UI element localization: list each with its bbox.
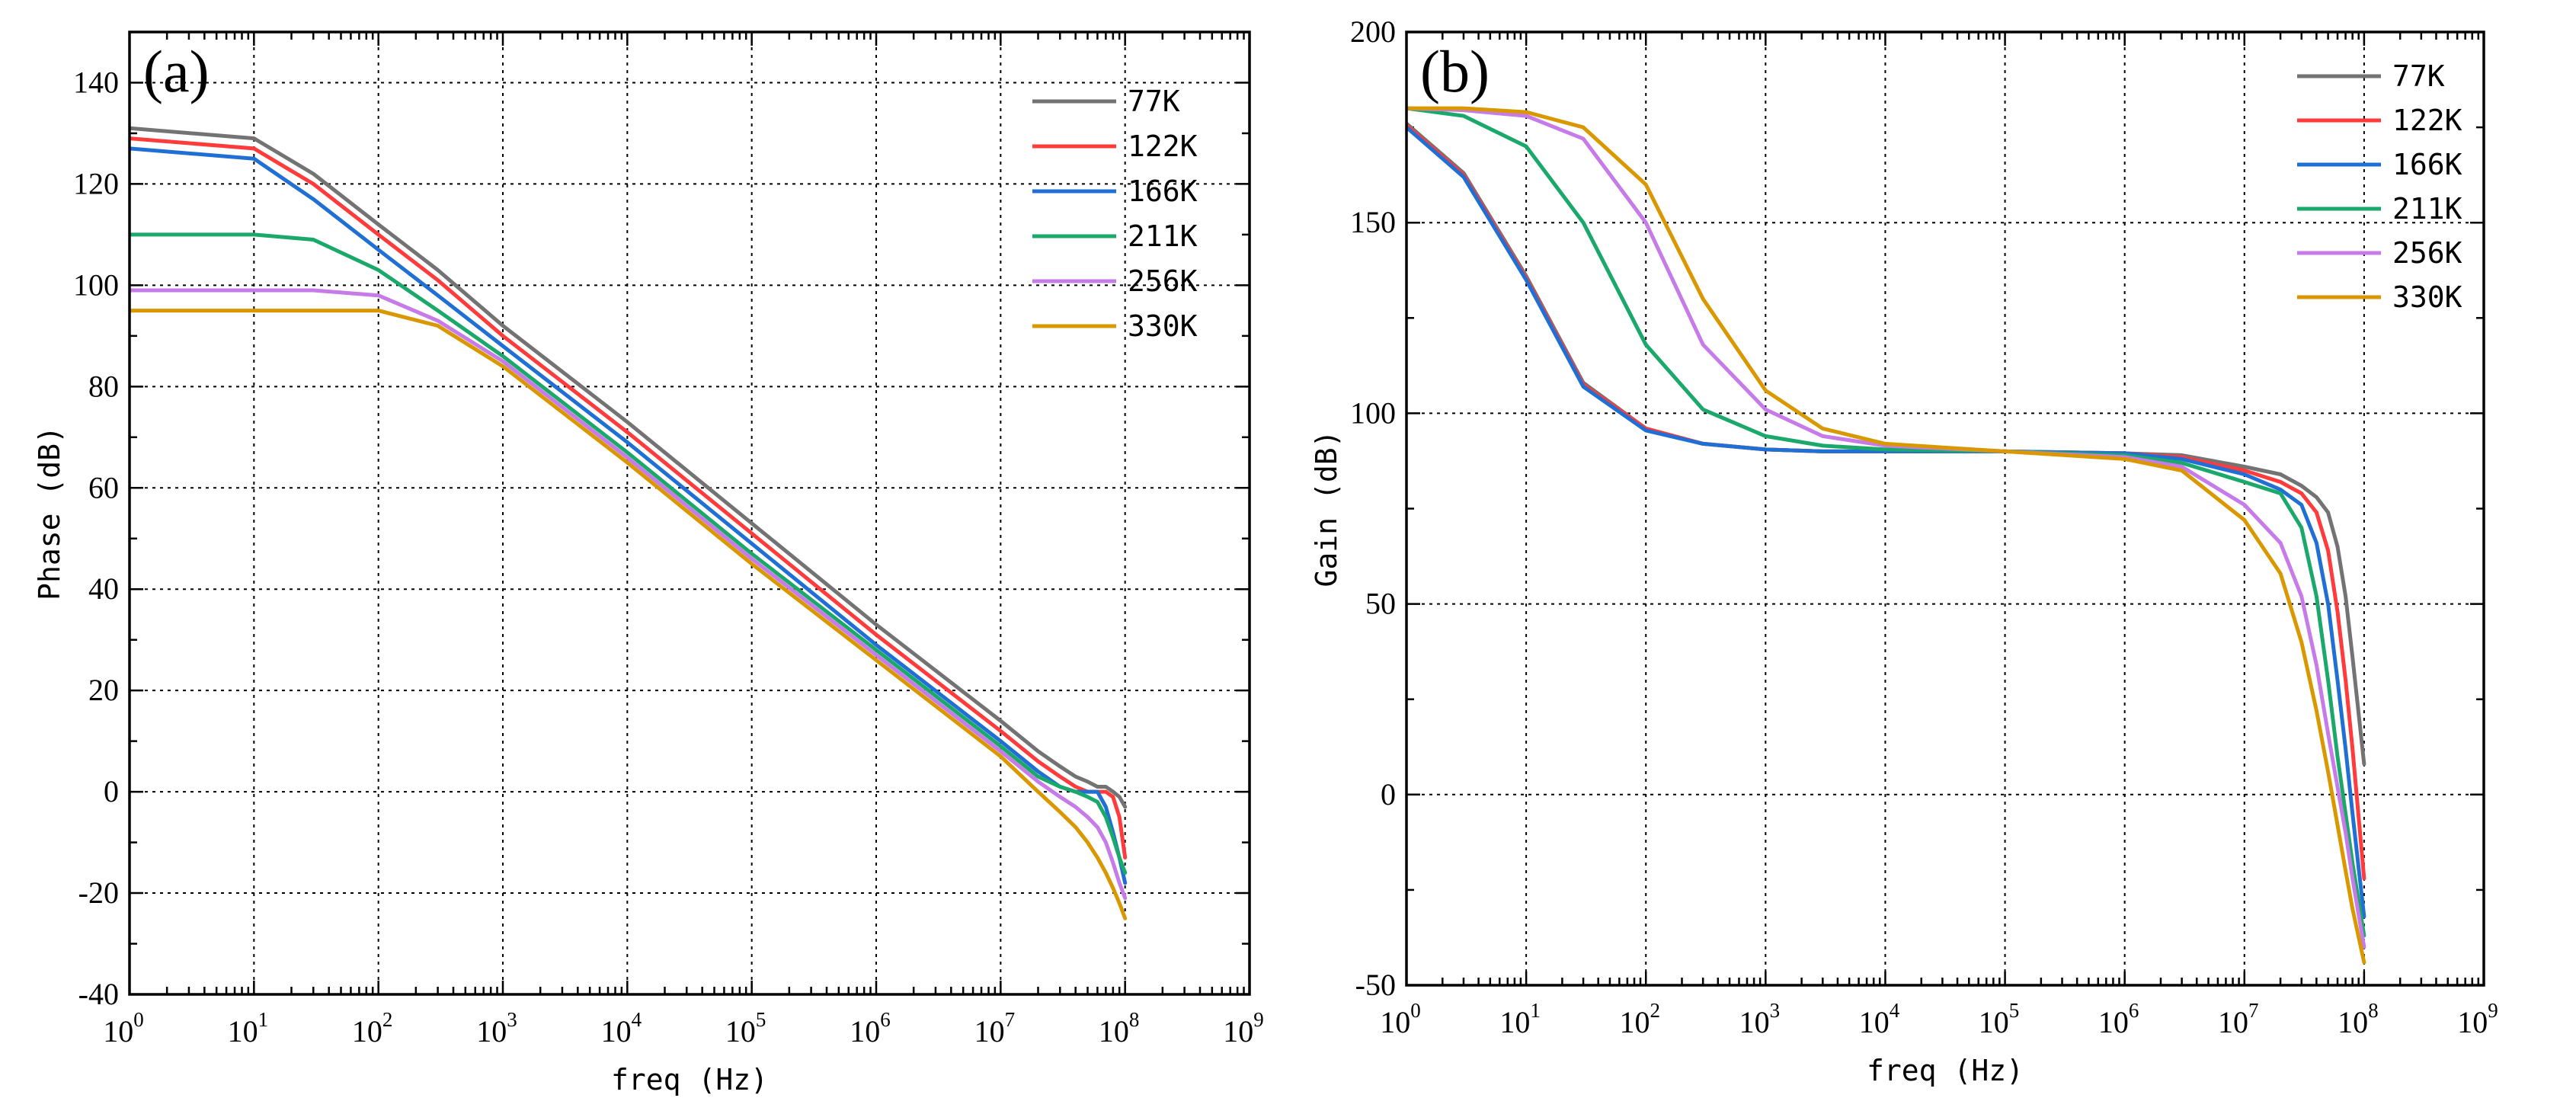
y-axis-title: Phase (dB) bbox=[33, 426, 66, 600]
grid bbox=[1406, 32, 2484, 985]
series-line-330K bbox=[1406, 106, 2366, 965]
y-axis-title: Gain (dB) bbox=[1310, 431, 1343, 587]
series-line-256K bbox=[130, 288, 1128, 901]
panel-label: (a) bbox=[143, 38, 210, 104]
x-tick-label: 107 bbox=[2218, 999, 2259, 1039]
legend-label-256K: 256K bbox=[1128, 264, 1198, 298]
x-tick-label: 107 bbox=[974, 1008, 1016, 1048]
plot-frame bbox=[128, 30, 1251, 996]
y-tick-label: 0 bbox=[1381, 777, 1396, 811]
legend-label-211K: 211K bbox=[1128, 219, 1198, 253]
series-line-77K bbox=[130, 126, 1128, 809]
y-tick-label: -20 bbox=[78, 876, 119, 910]
legend-label-256K: 256K bbox=[2392, 236, 2462, 270]
series-line-330K bbox=[130, 309, 1128, 920]
y-tick-label: 20 bbox=[88, 673, 119, 707]
chart-panel-1: 100 101 102 103 104 105 106 107 108 109 -40 -20 0 20 4… bbox=[33, 30, 1264, 1096]
y-tick-label: 140 bbox=[73, 65, 119, 99]
x-tick-label: 102 bbox=[1619, 999, 1660, 1039]
series-group bbox=[1406, 106, 2366, 965]
y-tick-label: 40 bbox=[88, 571, 119, 606]
x-tick-label: 109 bbox=[2457, 999, 2498, 1039]
series-line-166K bbox=[130, 146, 1128, 885]
legend-label-77K: 77K bbox=[1128, 85, 1180, 118]
series-line-211K bbox=[130, 232, 1128, 875]
x-tick-labels: 100 101 102 103 104 105 106 107 108 109 bbox=[1380, 999, 2498, 1039]
x-tick-label: 105 bbox=[725, 1008, 766, 1048]
y-tick-label: 100 bbox=[1350, 395, 1396, 430]
x-tick-label: 104 bbox=[1859, 999, 1900, 1039]
x-axis-title: freq (Hz) bbox=[1867, 1054, 2024, 1087]
y-tick-label: 0 bbox=[104, 774, 119, 808]
x-tick-label: 100 bbox=[1380, 999, 1421, 1039]
legend-label-122K: 122K bbox=[1128, 130, 1198, 163]
x-tick-label: 108 bbox=[2338, 999, 2379, 1039]
x-tick-label: 108 bbox=[1099, 1008, 1140, 1048]
x-tick-label: 101 bbox=[1499, 999, 1541, 1039]
legend-label-77K: 77K bbox=[2392, 59, 2445, 93]
y-tick-label: 100 bbox=[73, 267, 119, 302]
x-tick-label: 100 bbox=[103, 1008, 144, 1048]
y-tick-label: -40 bbox=[78, 977, 119, 1011]
series-group bbox=[130, 126, 1128, 920]
y-tick-label: 200 bbox=[1350, 14, 1396, 49]
plot-frame bbox=[1405, 30, 2485, 987]
x-tick-label: 106 bbox=[850, 1008, 891, 1048]
legend-label-122K: 122K bbox=[2392, 104, 2462, 137]
x-tick-label: 109 bbox=[1223, 1008, 1264, 1048]
x-tick-label: 103 bbox=[476, 1008, 517, 1048]
x-tick-label: 104 bbox=[601, 1008, 642, 1048]
plot-area bbox=[1406, 32, 2484, 985]
legend-label-330K: 330K bbox=[2392, 280, 2462, 314]
y-tick-label: 50 bbox=[1365, 587, 1396, 621]
chart-panel-2: 100 101 102 103 104 105 106 107 108 109-500501001… bbox=[1310, 14, 2498, 1087]
y-tick-label: 120 bbox=[73, 166, 119, 200]
y-tick-label: -50 bbox=[1355, 968, 1396, 1002]
x-tick-label: 102 bbox=[352, 1008, 392, 1048]
panel-label: (b) bbox=[1420, 38, 1490, 104]
legend-label-166K: 166K bbox=[2392, 148, 2462, 181]
x-axis-title: freq (Hz) bbox=[611, 1063, 768, 1096]
y-tick-label: 80 bbox=[88, 369, 119, 403]
x-tick-label: 106 bbox=[2098, 999, 2139, 1039]
x-tick-label: 105 bbox=[1979, 999, 2020, 1039]
x-tick-label: 103 bbox=[1739, 999, 1781, 1039]
legend-label-211K: 211K bbox=[2392, 192, 2462, 226]
legend: 77K 122K 166K 211K 256K 330K bbox=[2297, 59, 2462, 314]
grid bbox=[130, 32, 1250, 994]
y-tick-label: 150 bbox=[1350, 205, 1396, 239]
series-line-122K bbox=[130, 136, 1128, 860]
y-tick-label: 60 bbox=[88, 470, 119, 504]
y-tick-labels: -40 -20 0 20 40 60 80 100 120 140 bbox=[73, 65, 119, 1011]
legend-label-166K: 166K bbox=[1128, 174, 1198, 208]
y-tick-labels: -50 0 50 100 150 200 bbox=[1350, 14, 1396, 1002]
legend-label-330K: 330K bbox=[1128, 309, 1198, 343]
x-tick-labels: 100 101 102 103 104 105 106 107 108 109 bbox=[103, 1008, 1264, 1048]
legend: 77K 122K 166K 211K 256K 330K bbox=[1032, 85, 1198, 343]
x-tick-label: 101 bbox=[228, 1008, 269, 1048]
